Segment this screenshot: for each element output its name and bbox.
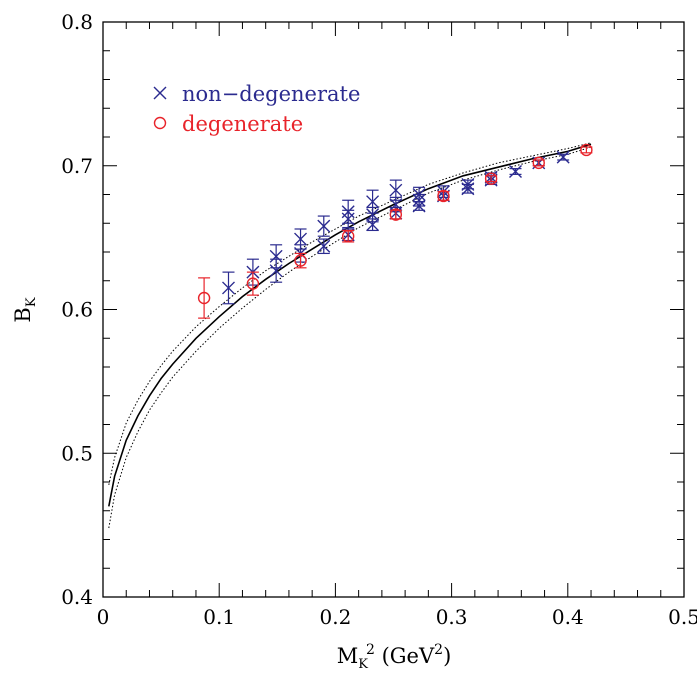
x-tick-label: 0.5 bbox=[668, 605, 697, 629]
data-point-degenerate bbox=[197, 291, 211, 305]
data-point-degenerate bbox=[294, 254, 307, 267]
axis-ticks bbox=[102, 21, 685, 598]
cross-stroke bbox=[509, 165, 523, 178]
fit-curve-error-band bbox=[108, 142, 592, 486]
x-tick-label: 0.4 bbox=[552, 605, 584, 629]
legend-circle-marker bbox=[153, 116, 167, 130]
legend-label-degenerate: degenerate bbox=[182, 112, 303, 136]
cross-stroke bbox=[269, 264, 283, 278]
legend-cross-marker bbox=[153, 86, 167, 100]
cross-stroke bbox=[366, 195, 380, 209]
cross-stroke bbox=[556, 150, 570, 164]
cross-stroke bbox=[461, 177, 475, 191]
data-point-non-degenerate bbox=[269, 249, 283, 263]
tick-labels: 0 0.1 0.2 0.3 0.4 0.5 0.4 0.5 0.6 0.7 0.8 bbox=[61, 10, 697, 629]
data-point-degenerate bbox=[389, 208, 403, 221]
data-points bbox=[197, 143, 593, 319]
cross-stroke bbox=[366, 218, 380, 232]
legend: non−degenerate degenerate bbox=[153, 82, 360, 136]
y-tick-label: 0.8 bbox=[61, 10, 93, 34]
data-point-non-degenerate bbox=[389, 183, 403, 197]
cross-stroke bbox=[389, 183, 403, 197]
data-point-degenerate bbox=[532, 156, 545, 170]
cross-stroke bbox=[153, 86, 167, 100]
cross-stroke bbox=[269, 249, 283, 263]
data-point-non-degenerate bbox=[366, 218, 380, 232]
legend-marker-non-degenerate bbox=[153, 86, 167, 100]
data-point-non-degenerate bbox=[222, 281, 235, 295]
data-point-degenerate bbox=[341, 229, 355, 243]
legend-marker-degenerate bbox=[153, 116, 167, 130]
legend-label-non-degenerate: non−degenerate bbox=[182, 82, 360, 106]
data-point-non-degenerate bbox=[341, 205, 355, 219]
x-tick-label: 0.1 bbox=[203, 605, 235, 629]
data-point-non-degenerate bbox=[366, 208, 380, 222]
data-point-non-degenerate bbox=[294, 232, 308, 246]
data-point-degenerate bbox=[580, 143, 593, 157]
x-tick-label: 0.3 bbox=[436, 605, 468, 629]
data-point-non-degenerate bbox=[509, 165, 523, 178]
data-point-degenerate bbox=[484, 172, 498, 185]
y-tick-label: 0.6 bbox=[61, 298, 93, 322]
data-point-non-degenerate bbox=[366, 195, 380, 209]
x-tick-label: 0 bbox=[97, 605, 110, 629]
data-point-degenerate bbox=[246, 277, 260, 290]
cross-stroke bbox=[222, 281, 235, 295]
cross-stroke bbox=[294, 232, 308, 246]
cross-stroke bbox=[366, 208, 380, 222]
fit-curve-central bbox=[108, 143, 592, 507]
data-point-non-degenerate bbox=[269, 264, 283, 278]
x-tick-label: 0.2 bbox=[319, 605, 351, 629]
cross-stroke bbox=[317, 219, 331, 233]
data-point-non-degenerate bbox=[317, 239, 331, 253]
cross-stroke bbox=[317, 239, 331, 253]
data-point-non-degenerate bbox=[412, 188, 426, 201]
data-point-degenerate bbox=[437, 189, 450, 203]
cross-stroke bbox=[412, 188, 426, 201]
data-point-non-degenerate bbox=[556, 150, 570, 164]
y-tick-label: 0.5 bbox=[61, 441, 93, 465]
y-tick-label: 0.7 bbox=[61, 154, 93, 178]
y-tick-label: 0.4 bbox=[61, 585, 93, 609]
plot-frame bbox=[102, 21, 685, 598]
x-axis-title: MK2 (GeV2) bbox=[337, 642, 452, 672]
cross-stroke bbox=[341, 205, 355, 219]
data-point-non-degenerate bbox=[461, 177, 475, 191]
y-axis-title: BK bbox=[11, 297, 39, 322]
fit-curve-error-band bbox=[108, 146, 592, 529]
data-point-non-degenerate bbox=[317, 219, 331, 233]
